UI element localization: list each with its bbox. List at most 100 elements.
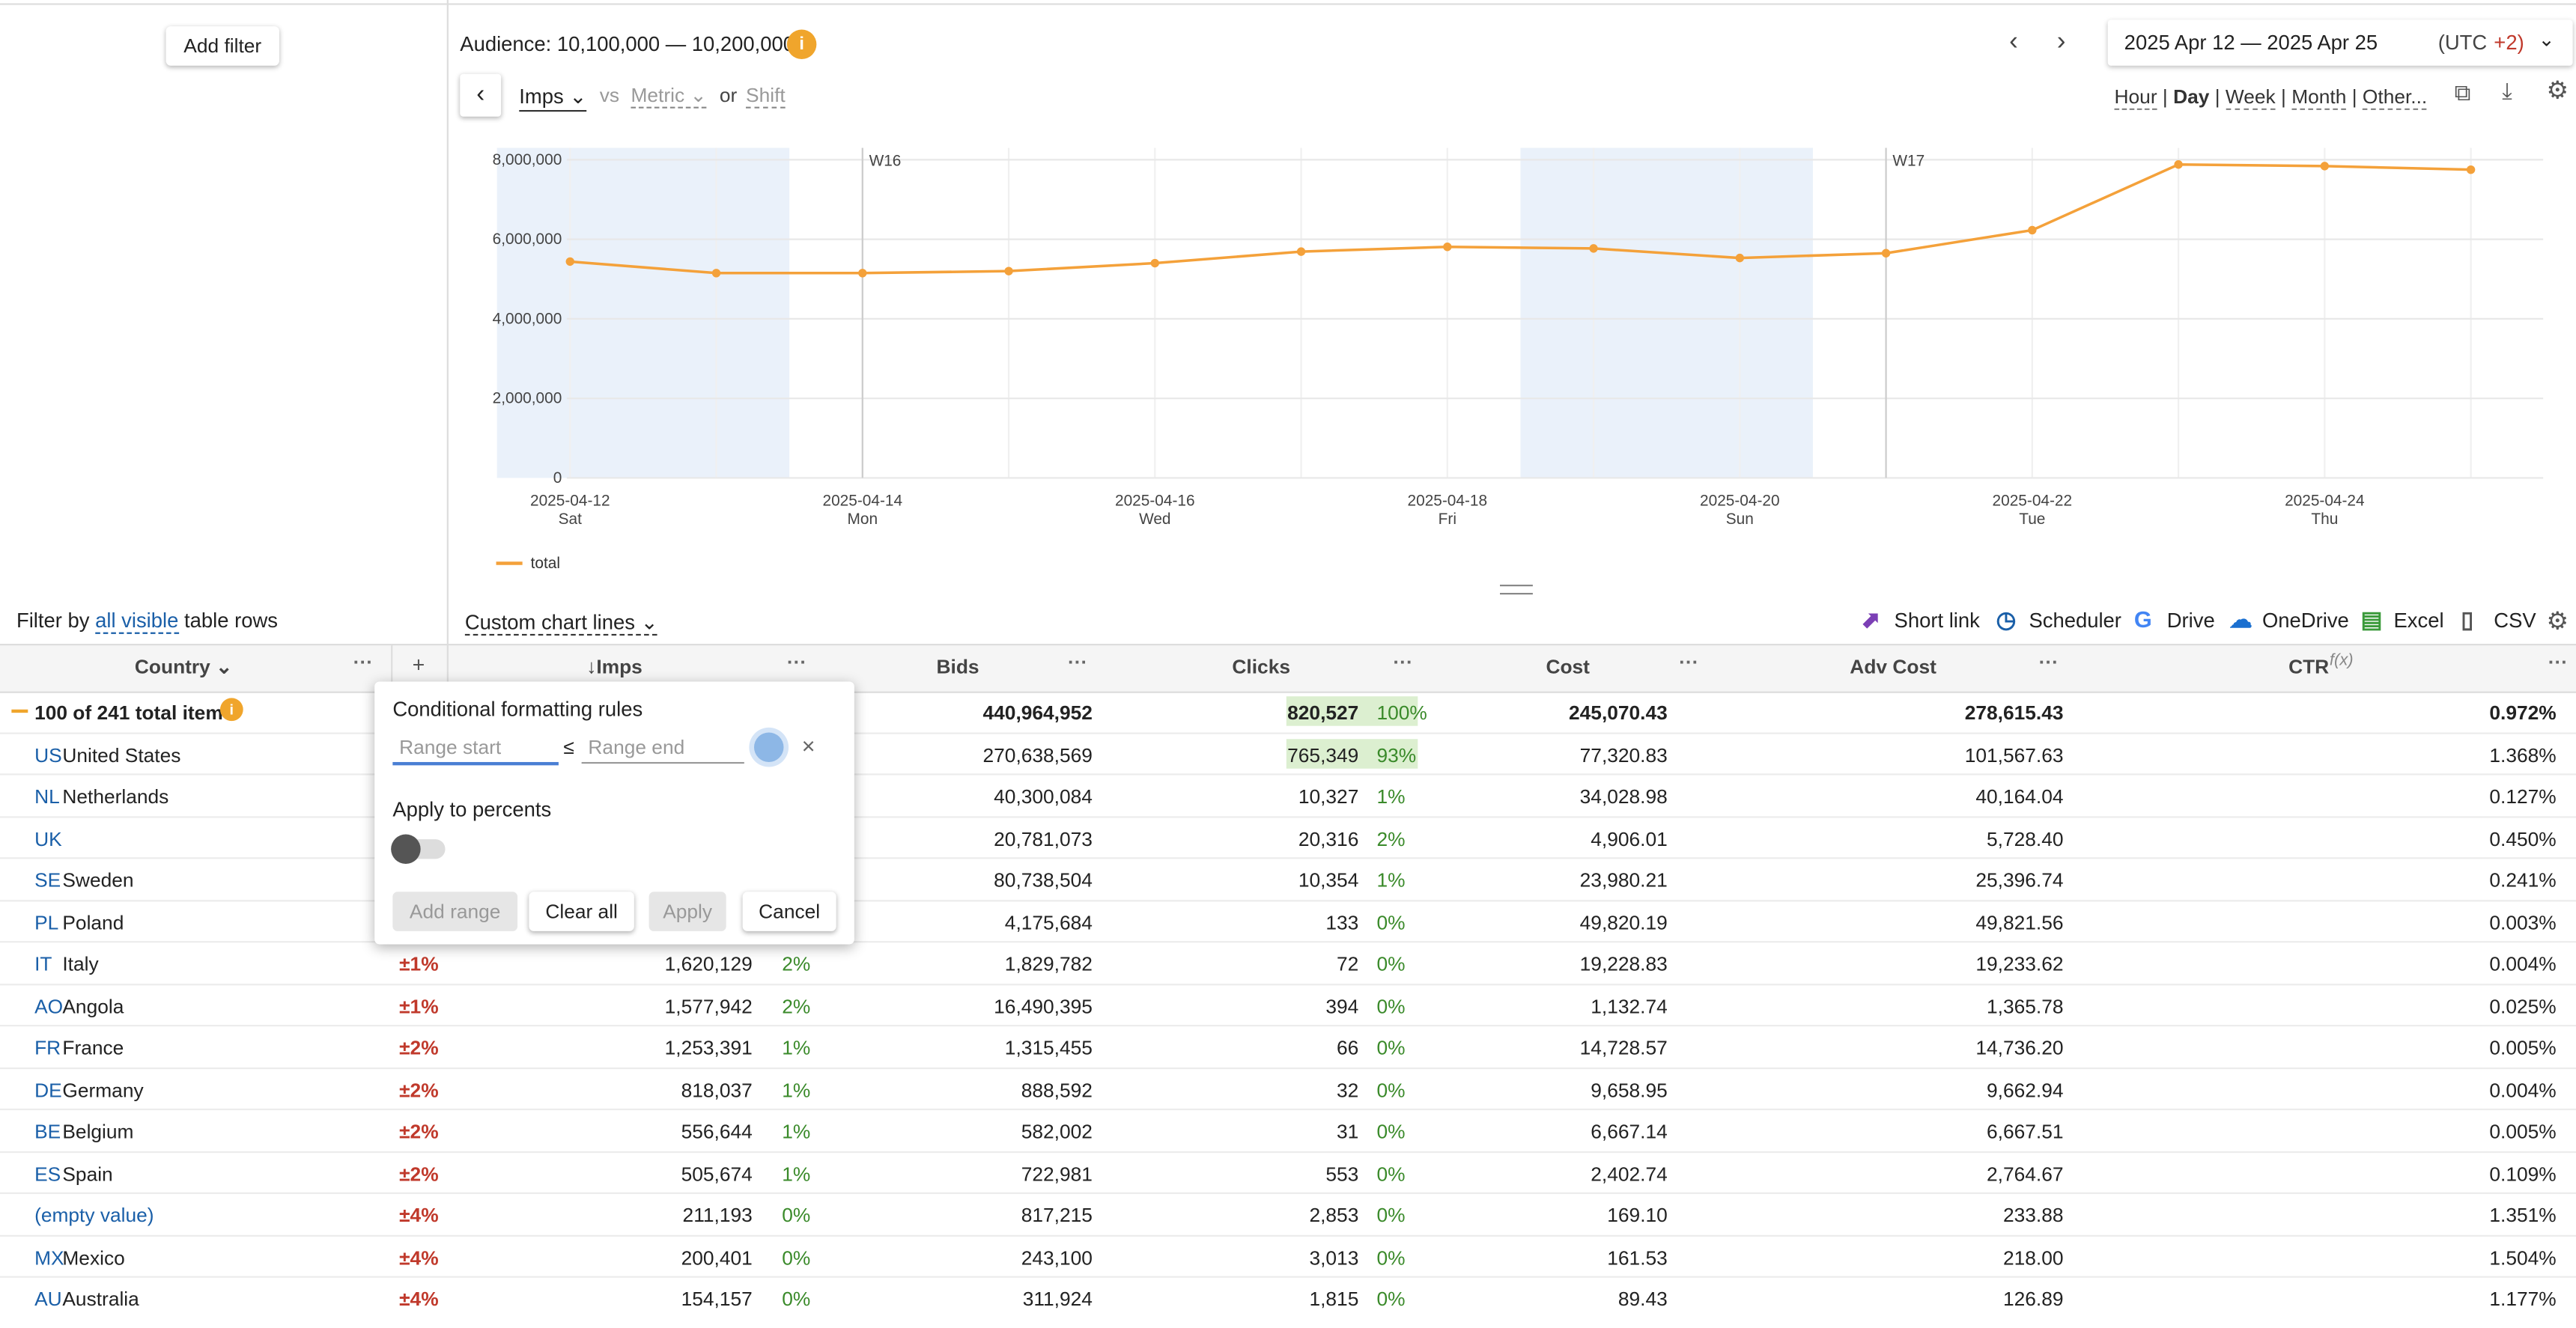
action-icon[interactable]: ◷ <box>1996 606 2017 633</box>
column-menu[interactable]: ··· <box>353 650 374 674</box>
cell-adv_cost: 19,233.62 <box>1975 952 2064 976</box>
settings-icon[interactable]: ⚙ <box>2546 77 2569 106</box>
next-button[interactable]: › <box>2056 28 2066 56</box>
country-name: Germany <box>62 1078 144 1101</box>
info-icon[interactable]: i <box>219 698 243 722</box>
action-label[interactable]: Excel <box>2393 609 2444 633</box>
row-border <box>0 1234 2576 1236</box>
column-header[interactable]: ↓Imps <box>586 655 643 678</box>
cell-err: ±2% <box>399 1078 439 1101</box>
cell-bids: 16,490,395 <box>994 994 1093 1018</box>
ctr-suffix: f(x) <box>2329 651 2354 671</box>
country-name: Poland <box>62 910 124 934</box>
cell-ctr: 0.025% <box>2489 994 2557 1018</box>
sidebar-border <box>446 0 449 645</box>
info-icon[interactable]: i <box>786 29 817 59</box>
x-tick-day: Tue <box>2019 511 2045 528</box>
cell-adv_cost: 1,365.78 <box>1987 994 2064 1018</box>
range-start[interactable]: Range start <box>392 736 559 766</box>
cell-adv_cost: 5,728.40 <box>1987 826 2064 850</box>
custom-lines-text: Custom chart lines <box>464 611 635 634</box>
palette-button[interactable] <box>753 732 784 762</box>
metric2-select[interactable]: Metric ⌄ <box>631 84 707 109</box>
column-header[interactable]: Country ⌄ <box>135 655 232 678</box>
cell-ctr: 0.450% <box>2489 826 2557 850</box>
cell-clicks: 20,316 <box>1298 826 1359 850</box>
cell-cost: 14,728.57 <box>1579 1036 1668 1060</box>
add-range-button[interactable]: Add range <box>392 892 518 931</box>
country-name: Spain <box>62 1162 113 1185</box>
action-label[interactable]: Scheduler <box>2029 609 2121 633</box>
action-icon[interactable]: ▯ <box>2461 606 2474 633</box>
granularity-option[interactable]: Week <box>2225 85 2276 110</box>
column-header[interactable]: Adv Cost <box>1850 655 1936 678</box>
cell-adv_cost: 25,396.74 <box>1975 868 2064 892</box>
granularity-option[interactable]: Hour <box>2114 85 2157 110</box>
row-border <box>0 983 2576 985</box>
splitter[interactable] <box>1500 585 1533 595</box>
legend-label: total <box>531 555 560 572</box>
column-header[interactable]: Bids <box>937 655 979 678</box>
column-menu[interactable]: ··· <box>1393 650 1413 674</box>
cell-ctr: 1.368% <box>2489 743 2557 767</box>
granularity-option[interactable]: Month <box>2291 85 2347 110</box>
action-label[interactable]: CSV <box>2494 609 2536 633</box>
cell-clicks: 10,327 <box>1298 785 1359 808</box>
shift[interactable]: Shift <box>746 84 786 109</box>
cell-ctr: 0.005% <box>2489 1120 2557 1143</box>
action-label[interactable]: Drive <box>2166 609 2215 633</box>
metric-select[interactable]: Imps ⌄ <box>519 84 587 112</box>
apply-button[interactable]: Apply <box>648 892 726 931</box>
column-menu[interactable]: ··· <box>786 650 807 674</box>
column-header[interactable]: CTR <box>2288 655 2329 678</box>
cell-err: ±4% <box>399 1204 439 1227</box>
cell-bids: 722,981 <box>1021 1162 1093 1185</box>
country-code: BE <box>34 1120 61 1143</box>
add-filter-button[interactable]: Add filter <box>165 26 279 66</box>
action-icon[interactable]: ☁ <box>2229 606 2253 633</box>
cell-bids: 20,781,073 <box>994 826 1093 850</box>
column-menu[interactable]: ··· <box>1068 650 1088 674</box>
cell-imps-pct: 1% <box>782 1162 811 1185</box>
action-label[interactable]: Short link <box>1894 609 1980 633</box>
range-end[interactable]: Range end <box>581 736 744 764</box>
cell-ctr: 0.004% <box>2489 1078 2557 1101</box>
column-header[interactable]: Cost <box>1546 655 1590 678</box>
x-tick-day: Sun <box>1726 511 1754 528</box>
date-picker[interactable]: 2025 Apr 12 — 2025 Apr 25 (UTC +2) ⌄ <box>2108 19 2573 65</box>
action-icon[interactable]: ⬈ <box>1861 606 1881 633</box>
cell-clicks-pct: 2% <box>1376 826 1406 850</box>
remove-range[interactable]: × <box>801 732 815 759</box>
total-marker <box>11 709 28 713</box>
cell-cost: 23,980.21 <box>1579 868 1668 892</box>
custom-lines[interactable]: Custom chart lines ⌄ <box>464 609 658 636</box>
open-icon[interactable]: ⧉ <box>2454 79 2471 106</box>
toggle[interactable] <box>391 834 446 864</box>
cell-adv_cost: 6,667.51 <box>1987 1120 2064 1143</box>
cell-clicks-pct: 0% <box>1376 1204 1406 1227</box>
y-tick-label: 4,000,000 <box>493 310 562 327</box>
country-code: PL <box>34 910 59 934</box>
x-tick-label: 2025-04-24 <box>2285 493 2365 510</box>
cell-clicks: 765,349 <box>1287 743 1359 767</box>
x-tick-day: Mon <box>848 511 878 528</box>
column-menu[interactable]: ··· <box>2548 650 2569 674</box>
action-icon[interactable]: G <box>2133 606 2152 633</box>
back-button[interactable]: ‹ <box>460 74 501 117</box>
filter-link[interactable]: all visible <box>95 609 179 634</box>
column-header[interactable]: Clicks <box>1232 655 1290 678</box>
action-icon[interactable]: ▤ <box>2360 606 2383 633</box>
column-menu[interactable]: ··· <box>1679 650 1699 674</box>
table-settings[interactable]: ⚙ <box>2546 607 2569 636</box>
x-tick-label: 2025-04-18 <box>1408 493 1488 510</box>
granularity-option[interactable]: Other... <box>2362 85 2428 110</box>
column-menu[interactable]: ··· <box>2038 650 2059 674</box>
prev-button[interactable]: ‹ <box>2009 28 2018 56</box>
add-column[interactable]: + <box>412 651 425 677</box>
download-icon[interactable]: ⤓ <box>2502 77 2512 104</box>
granularity-option[interactable]: Day <box>2173 85 2210 109</box>
clear-all-button[interactable]: Clear all <box>529 892 634 931</box>
action-label[interactable]: OneDrive <box>2261 609 2349 633</box>
cancel-button[interactable]: Cancel <box>743 892 836 931</box>
